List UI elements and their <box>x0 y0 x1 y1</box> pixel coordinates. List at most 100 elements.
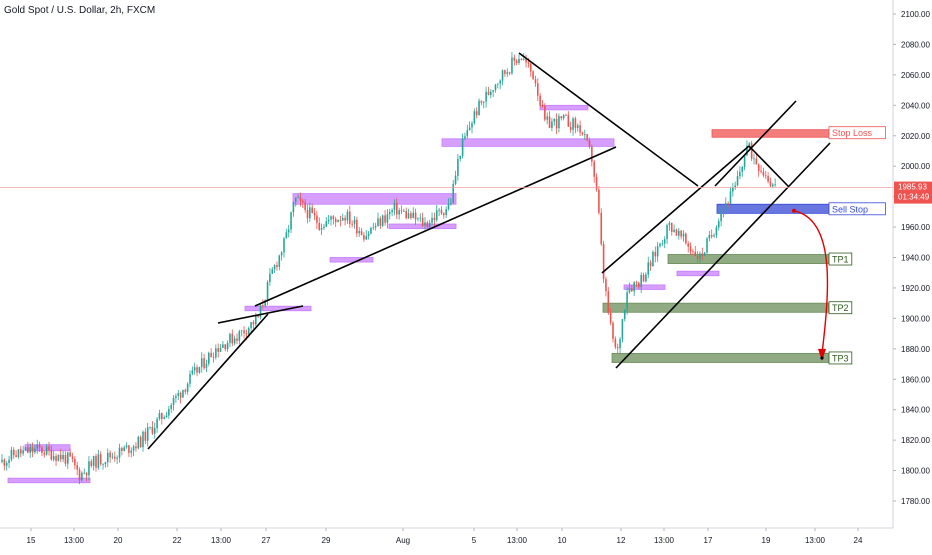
candle-body <box>198 366 201 373</box>
candle-body <box>468 127 471 130</box>
candle-body <box>156 418 158 429</box>
target-zone-zone <box>667 254 830 264</box>
candle-body <box>537 83 539 96</box>
y-tick-label: 1860.00 <box>901 375 930 384</box>
candle-body <box>332 216 335 220</box>
candle-body <box>435 210 438 221</box>
candle-body <box>203 358 205 369</box>
candle-body <box>128 445 130 453</box>
candle-body <box>739 171 741 177</box>
candle-body <box>551 121 553 128</box>
candle-body <box>365 236 368 240</box>
y-tick-label: 1880.00 <box>901 345 930 354</box>
candle-body <box>426 222 429 227</box>
sell-stop-label-box <box>828 202 886 216</box>
candle-body <box>285 232 288 239</box>
candle-body <box>41 447 43 453</box>
candle-body <box>62 455 64 460</box>
candle-body <box>619 339 621 349</box>
trendline <box>748 145 789 187</box>
candle-body <box>713 235 715 237</box>
x-tick-label: 20 <box>114 536 123 545</box>
candle-body <box>142 431 144 448</box>
candle-body <box>654 251 657 257</box>
candle-body <box>36 444 39 449</box>
candle-body <box>400 210 403 212</box>
x-tick-label: 13:00 <box>805 536 826 545</box>
trendline <box>615 142 831 369</box>
current-price-label: 1985.93 <box>898 183 927 192</box>
y-tick-label: 1800.00 <box>901 467 930 476</box>
candle-body <box>529 63 532 72</box>
candle-body <box>504 70 506 74</box>
candle-body <box>38 444 41 448</box>
candle-body <box>309 207 311 219</box>
candle-body <box>649 262 652 267</box>
trendline <box>714 100 797 187</box>
candle-body <box>346 211 349 221</box>
candle-body <box>544 105 546 120</box>
sell-stop-label: Sell Stop <box>832 204 868 214</box>
candle-body <box>50 449 53 460</box>
candle-body <box>339 219 342 221</box>
candle-body <box>191 370 194 374</box>
candle-body <box>377 218 379 227</box>
candle-body <box>454 175 457 184</box>
y-tick-label: 2080.00 <box>901 40 930 49</box>
candle-body <box>360 231 363 236</box>
candle-body <box>539 95 541 106</box>
candle-body <box>363 235 365 240</box>
y-tick-label: 1780.00 <box>901 497 930 506</box>
candle-body <box>3 459 6 466</box>
candle-body <box>15 455 17 457</box>
candle-body <box>59 454 62 460</box>
candle-body <box>527 62 530 64</box>
candle-body <box>97 454 100 468</box>
x-tick-label: 19 <box>762 536 771 545</box>
tp3-label-box <box>828 351 853 365</box>
candle-body <box>407 213 410 219</box>
candle-body <box>27 447 29 453</box>
arrow-end-dot <box>820 356 824 360</box>
candle-body <box>83 472 86 474</box>
tp3-label: TP3 <box>832 353 849 363</box>
candle-body <box>508 72 511 74</box>
candle-body <box>534 79 537 84</box>
candle-body <box>57 454 60 461</box>
candle-body <box>88 461 90 476</box>
candle-body <box>652 251 654 267</box>
candle-body <box>591 146 593 162</box>
candle-body <box>186 383 189 392</box>
chart-title: Gold Spot / U.S. Dollar, 2h, FXCM <box>4 5 156 16</box>
candle-body <box>466 129 469 137</box>
x-tick-label: 29 <box>322 536 331 545</box>
candle-body <box>243 330 245 334</box>
candle-body <box>304 202 306 211</box>
candle-body <box>257 315 259 318</box>
candle-body <box>158 413 161 419</box>
trendlines <box>147 52 831 450</box>
candle-body <box>546 116 548 120</box>
candle-body <box>471 123 473 128</box>
y-tick-label: 1960.00 <box>901 223 930 232</box>
x-tick-label: 15 <box>27 536 36 545</box>
candle-body <box>565 115 567 116</box>
candle-body <box>753 158 755 160</box>
candle-body <box>43 452 46 455</box>
candle-body <box>81 472 83 481</box>
candle-body <box>447 203 450 210</box>
y-tick-label: 1900.00 <box>901 314 930 323</box>
candle-body <box>703 252 706 256</box>
candle-body <box>262 305 264 306</box>
x-tick-label: 17 <box>704 536 713 545</box>
candle-body <box>184 389 187 392</box>
candle-body <box>696 256 699 259</box>
candle-body <box>67 452 69 464</box>
trendline <box>217 305 304 324</box>
candle-body <box>710 235 713 237</box>
candle-body <box>715 227 718 236</box>
candle-body <box>269 273 271 283</box>
candle-body <box>172 397 175 405</box>
candle-body <box>238 330 241 341</box>
